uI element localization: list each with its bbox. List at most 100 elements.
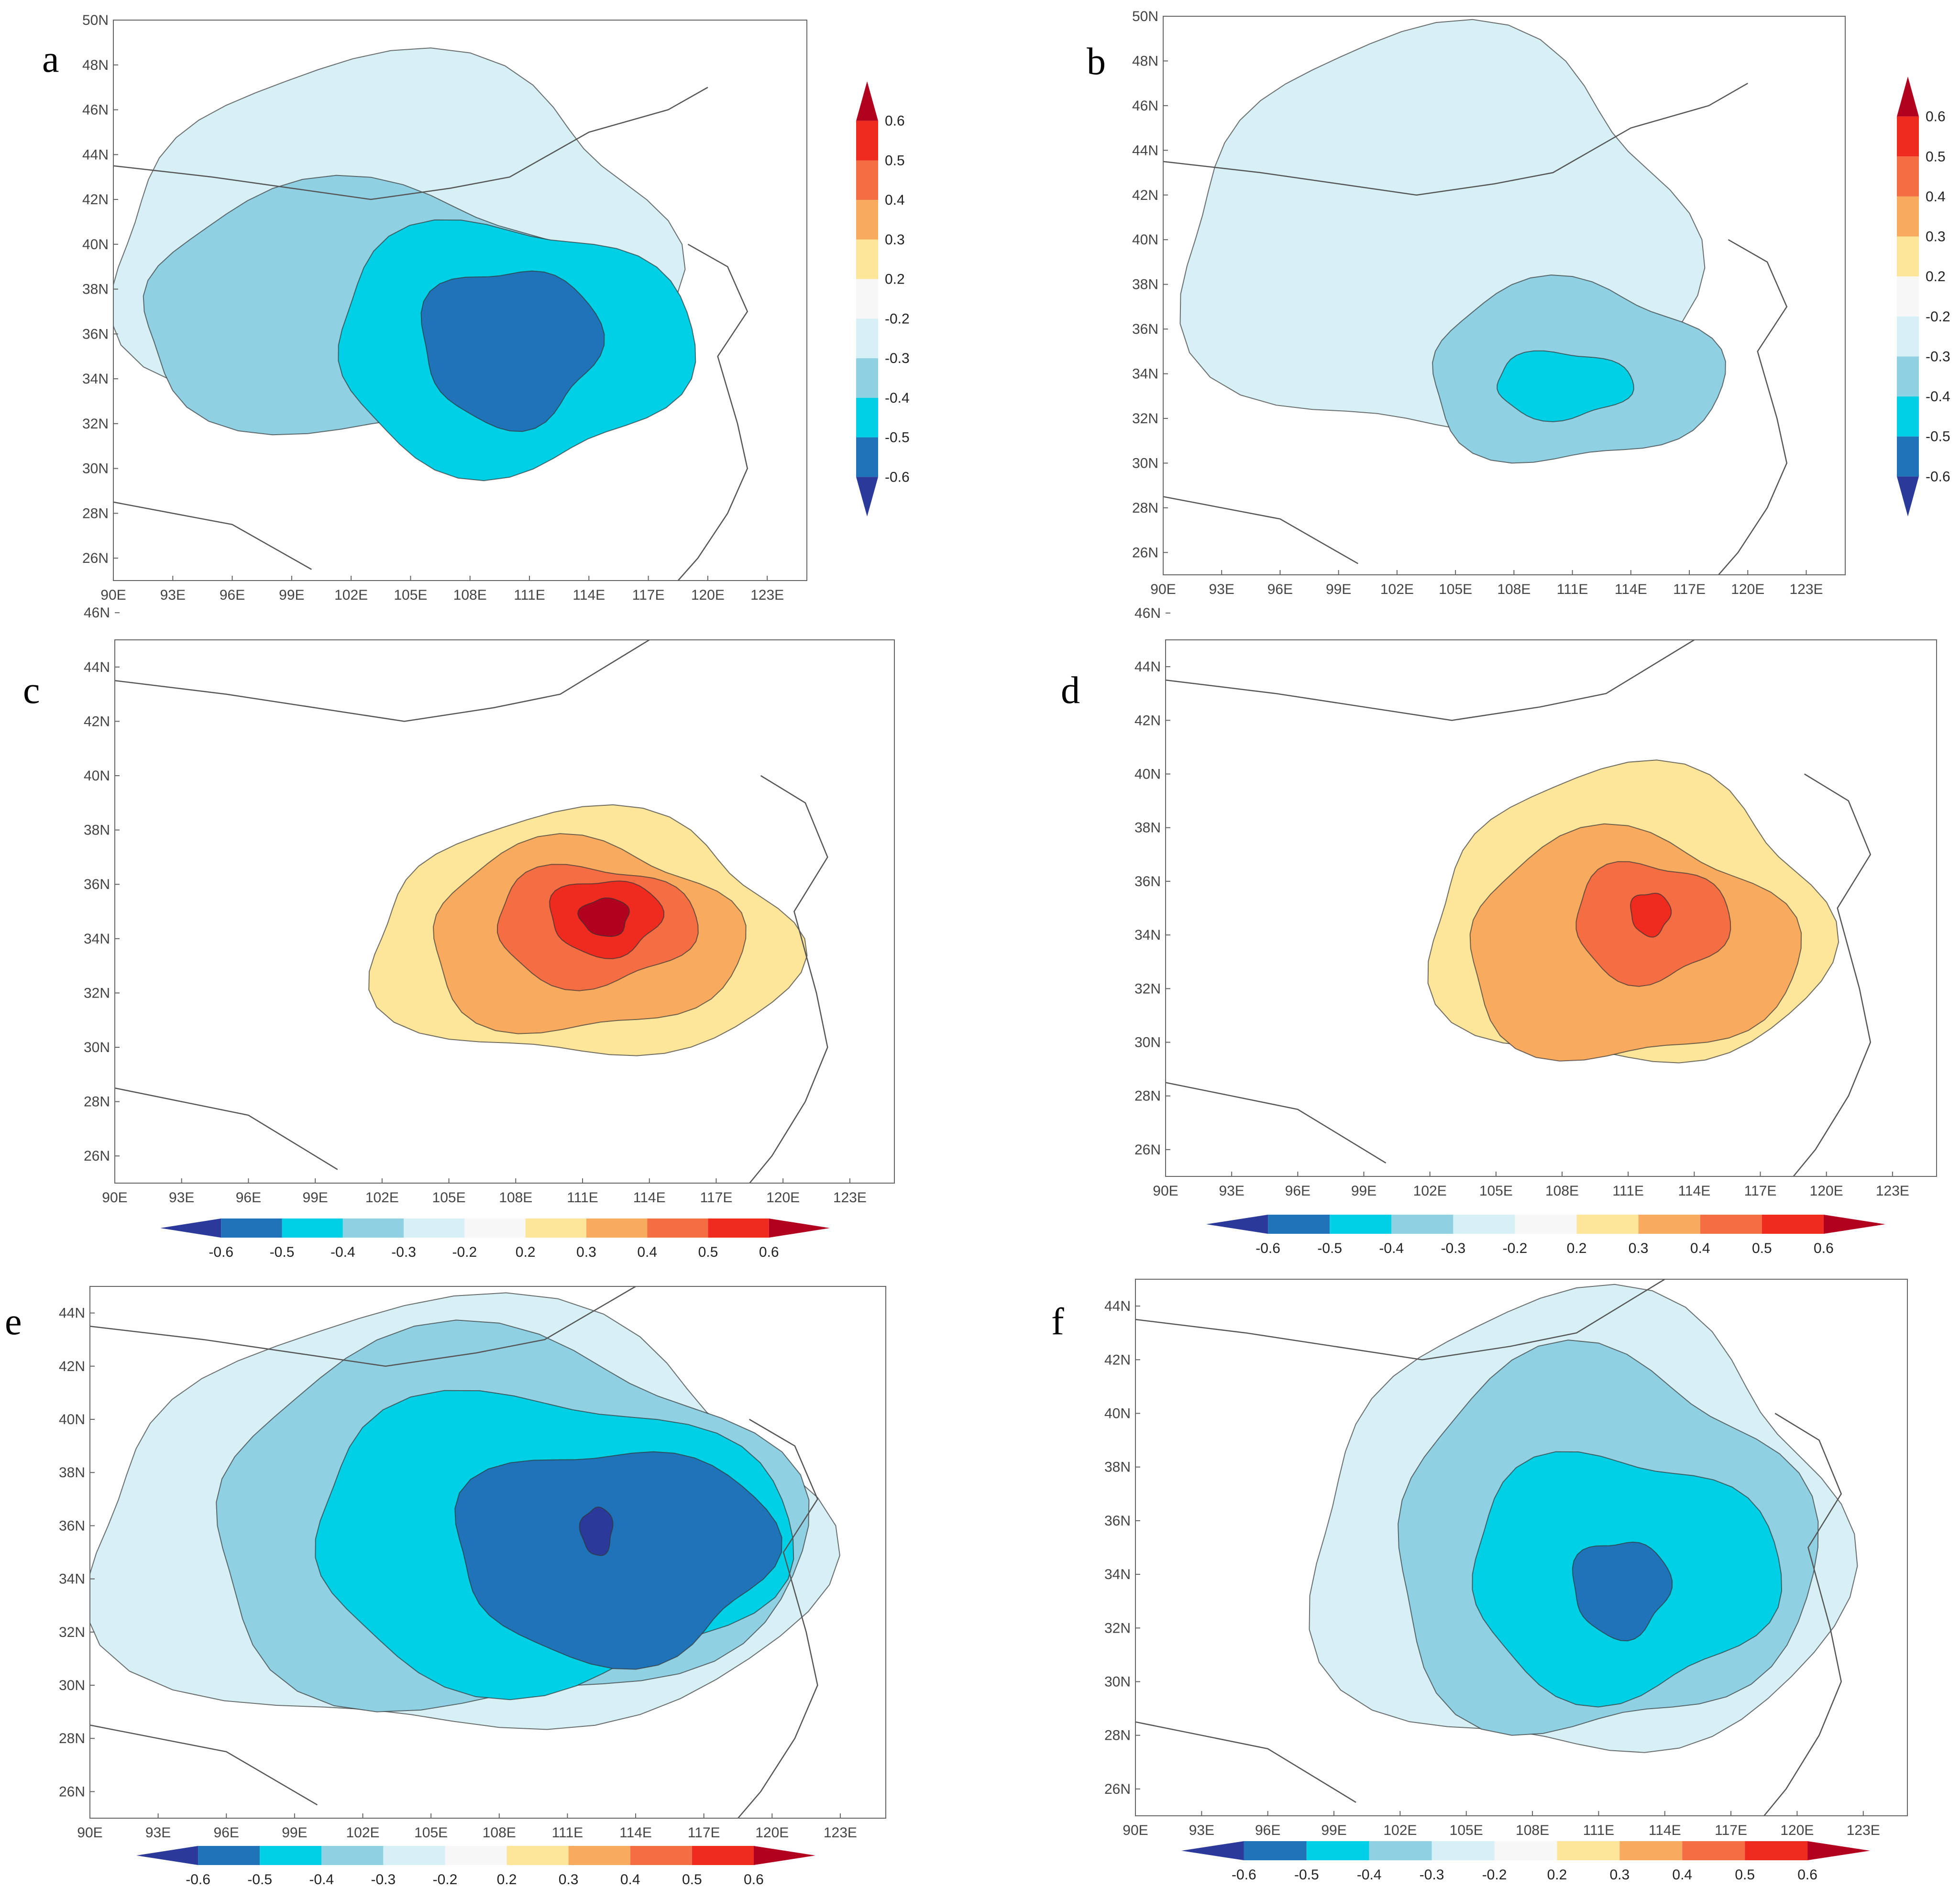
colorbar-label: 0.3	[559, 1872, 579, 1888]
y-tick-label: 38N	[1134, 820, 1161, 836]
x-tick-label: 93E	[1189, 1822, 1214, 1838]
plot-frame	[1135, 1279, 1908, 1816]
x-tick-label: 111E	[567, 1190, 598, 1206]
contour-region-0.6	[577, 897, 630, 937]
y-tick-label: 26N	[84, 1148, 110, 1164]
colorbar-label: -0.2	[1926, 309, 1950, 325]
colorbar-label: 0.4	[1926, 189, 1946, 205]
southern-border	[1163, 496, 1359, 564]
colorbar-swatch	[1682, 1841, 1745, 1860]
panel-letter-f: f	[1051, 1301, 1064, 1343]
colorbar-triangle-right	[1807, 1841, 1870, 1860]
x-tick-label: 96E	[214, 1825, 239, 1841]
x-tick-label: 111E	[552, 1825, 584, 1841]
colorbar-label: -0.3	[1926, 349, 1950, 364]
colorbar-swatch	[1897, 316, 1919, 357]
colorbar-swatch	[630, 1846, 692, 1865]
colorbar-label: 0.5	[1926, 149, 1946, 165]
y-tick-label: 26N	[1104, 1781, 1131, 1797]
colorbar-label: -0.5	[270, 1244, 295, 1260]
colorbar-swatch	[1391, 1215, 1453, 1234]
contour-region--0.5	[454, 1451, 782, 1670]
y-tick-label: 32N	[82, 416, 109, 432]
x-tick-label: 96E	[1255, 1822, 1280, 1838]
x-tick-label: 96E	[236, 1190, 261, 1206]
x-tick-label: 90E	[1150, 582, 1176, 597]
colorbar-swatch	[708, 1218, 769, 1238]
colorbar-swatch	[856, 200, 878, 240]
colorbar-label: -0.2	[452, 1244, 477, 1260]
y-tick-label: 50N	[1132, 9, 1158, 24]
colorbar-label: 0.3	[1629, 1240, 1649, 1256]
colorbar-triangle-bottom	[856, 477, 878, 516]
map-lines	[90, 1286, 818, 1818]
colorbar-swatch	[260, 1846, 322, 1865]
colorbar-triangle-bottom	[1897, 476, 1919, 516]
x-tick-label: 114E	[633, 1190, 666, 1206]
colorbar-swatch	[1745, 1841, 1808, 1860]
shading-layer	[1427, 759, 1839, 1064]
colorbar-swatch	[1897, 196, 1919, 237]
panel-a: 90E 93E 96E 99E 102E 105E 108E 111E 114E 117E 120E…	[82, 12, 910, 603]
x-tick-label: 108E	[1545, 1183, 1579, 1199]
plot-frame	[1165, 639, 1937, 1177]
x-tick-label: 108E	[453, 587, 487, 603]
x-tick-label: 123E	[1847, 1822, 1880, 1838]
x-tick-label: 105E	[432, 1190, 466, 1206]
colorbar-label: 0.6	[1814, 1240, 1834, 1256]
colorbar-swatch	[1897, 116, 1919, 157]
colorbar-swatch	[464, 1218, 526, 1238]
y-tick-label: 34N	[84, 931, 110, 947]
x-tick-label: 105E	[414, 1825, 448, 1841]
colorbar-swatch	[856, 121, 878, 161]
colorbar-label: 0.4	[620, 1872, 640, 1888]
colorbar-label: -0.6	[1255, 1240, 1280, 1256]
x-tick-label: 105E	[1479, 1183, 1513, 1199]
y-tick-label: 28N	[59, 1731, 85, 1746]
y-tick-label: 32N	[1134, 981, 1161, 997]
colorbar-swatch	[445, 1846, 507, 1865]
colorbar-swatch	[383, 1846, 445, 1865]
colorbar-swatch	[1897, 276, 1919, 317]
y-tick-label: 48N	[1132, 53, 1158, 69]
panel-c: 90E 93E 96E 99E 102E 105E 108E 111E 114E 117E 120E…	[84, 605, 895, 1260]
colorbar-swatch	[647, 1218, 708, 1238]
x-tick-label: 102E	[346, 1825, 379, 1841]
plot-frame	[89, 1286, 886, 1819]
colorbar-label: -0.2	[433, 1872, 458, 1888]
y-tick-label: 30N	[1134, 1035, 1161, 1051]
colorbar-swatch	[221, 1218, 282, 1238]
x-tick-label: 117E	[632, 587, 665, 603]
colorbar-swatch	[1515, 1215, 1577, 1234]
y-tick-label: 46N	[1134, 605, 1161, 621]
colorbar-label: -0.5	[1317, 1240, 1342, 1256]
y-tick-label: 38N	[59, 1465, 85, 1481]
y-tick-label: 42N	[59, 1359, 85, 1374]
colorbar-swatch	[1700, 1215, 1762, 1234]
coastline	[677, 243, 749, 581]
x-tick-label: 123E	[1789, 582, 1823, 597]
panel-letter-e: e	[5, 1301, 22, 1343]
colorbar-label: -0.4	[1379, 1240, 1404, 1256]
colorbar-triangle-right	[1823, 1215, 1885, 1234]
colorbar-triangle-left	[160, 1218, 221, 1238]
colorbar-label: -0.5	[1926, 429, 1950, 445]
y-tick-label: 38N	[1104, 1460, 1131, 1475]
x-tick-label: 102E	[334, 587, 368, 603]
colorbar-swatch	[1330, 1215, 1392, 1234]
x-tick-label: 120E	[1731, 582, 1764, 597]
panel-letter-d: d	[1061, 670, 1080, 712]
colorbar-triangle-right	[753, 1846, 815, 1865]
colorbar-triangle-left	[1206, 1215, 1268, 1234]
x-tick-label: 120E	[691, 587, 725, 603]
colorbar-swatch	[568, 1846, 630, 1865]
x-tick-label: 99E	[302, 1190, 328, 1206]
x-tick-label: 114E	[619, 1825, 652, 1841]
y-tick-label: 44N	[1134, 659, 1161, 675]
country-border	[1166, 640, 1696, 721]
panel-d: 90E 93E 96E 99E 102E 105E 108E 111E 114E 117E 120E…	[1134, 605, 1937, 1256]
y-tick-label: 42N	[1104, 1352, 1131, 1368]
coastline	[749, 775, 828, 1183]
y-tick-label: 50N	[82, 12, 109, 28]
coastline	[1763, 1413, 1842, 1816]
